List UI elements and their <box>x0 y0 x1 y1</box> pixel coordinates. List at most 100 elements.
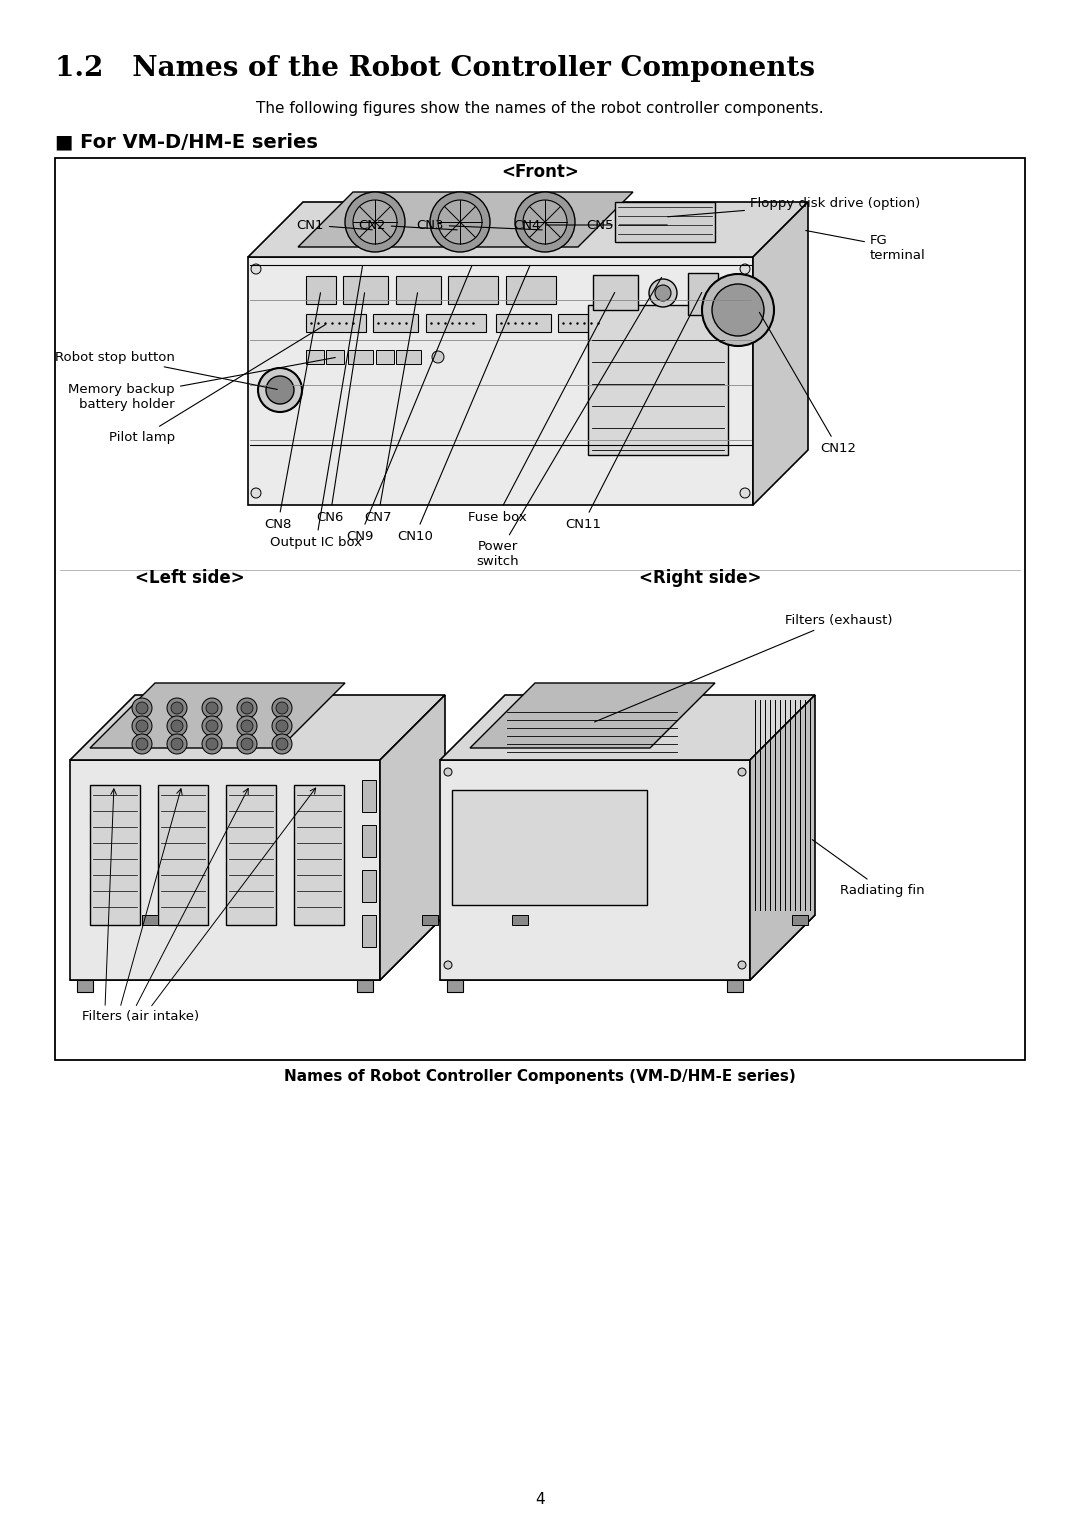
Circle shape <box>712 284 764 336</box>
Text: FG
terminal: FG terminal <box>806 231 926 261</box>
Bar <box>396 277 441 304</box>
Text: Filters (air intake): Filters (air intake) <box>82 1010 199 1024</box>
Polygon shape <box>750 695 815 979</box>
Bar <box>348 350 373 364</box>
Bar <box>357 979 373 992</box>
Circle shape <box>167 698 187 718</box>
Bar <box>343 277 388 304</box>
Text: Radiating fin: Radiating fin <box>812 839 924 897</box>
Bar <box>426 313 486 332</box>
Bar <box>90 785 140 924</box>
Circle shape <box>738 769 746 776</box>
Bar <box>588 306 728 455</box>
Circle shape <box>276 738 288 750</box>
Bar <box>306 350 324 364</box>
Circle shape <box>266 376 294 403</box>
Bar <box>306 277 336 304</box>
Circle shape <box>523 200 567 244</box>
Text: CN8: CN8 <box>265 293 321 530</box>
Text: Floppy disk drive (option): Floppy disk drive (option) <box>667 197 920 217</box>
Bar <box>615 202 715 241</box>
Text: CN4: CN4 <box>513 219 612 232</box>
Text: Fuse box: Fuse box <box>468 292 615 524</box>
Bar <box>376 350 394 364</box>
Text: Power
switch: Power switch <box>476 278 662 568</box>
Polygon shape <box>440 695 815 759</box>
Circle shape <box>430 193 490 252</box>
Circle shape <box>237 733 257 753</box>
Circle shape <box>241 701 253 714</box>
Text: CN2: CN2 <box>359 219 457 232</box>
Circle shape <box>272 698 292 718</box>
Text: ■ For VM-D/HM-E series: ■ For VM-D/HM-E series <box>55 133 318 151</box>
Circle shape <box>241 720 253 732</box>
Bar <box>727 979 743 992</box>
Circle shape <box>740 264 750 274</box>
Text: Filters (exhaust): Filters (exhaust) <box>595 614 892 721</box>
Circle shape <box>132 733 152 753</box>
Circle shape <box>171 701 183 714</box>
Bar <box>226 785 276 924</box>
Circle shape <box>202 733 222 753</box>
Circle shape <box>171 720 183 732</box>
Circle shape <box>136 701 148 714</box>
Circle shape <box>202 698 222 718</box>
Circle shape <box>251 487 261 498</box>
Circle shape <box>136 738 148 750</box>
Bar <box>512 915 528 924</box>
Circle shape <box>438 200 482 244</box>
Text: <Right side>: <Right side> <box>638 568 761 587</box>
Bar <box>396 350 421 364</box>
Polygon shape <box>298 193 633 248</box>
Text: CN5: CN5 <box>586 219 667 232</box>
Bar <box>326 350 345 364</box>
Polygon shape <box>380 695 445 979</box>
Bar <box>77 979 93 992</box>
Circle shape <box>206 701 218 714</box>
Circle shape <box>740 487 750 498</box>
Circle shape <box>444 961 453 969</box>
Circle shape <box>206 738 218 750</box>
Bar <box>447 979 463 992</box>
Text: Output IC box: Output IC box <box>270 266 363 549</box>
Bar <box>593 275 638 310</box>
Polygon shape <box>70 759 380 979</box>
Bar <box>688 274 718 315</box>
Bar <box>792 915 808 924</box>
Polygon shape <box>90 683 345 749</box>
Circle shape <box>272 733 292 753</box>
Text: CN10: CN10 <box>397 266 530 542</box>
Bar <box>507 277 556 304</box>
Text: Names of Robot Controller Components (VM-D/HM-E series): Names of Robot Controller Components (VM… <box>284 1070 796 1085</box>
Circle shape <box>237 717 257 736</box>
Circle shape <box>432 351 444 364</box>
Text: Pilot lamp: Pilot lamp <box>109 324 326 443</box>
Bar <box>362 779 376 811</box>
Polygon shape <box>70 915 445 979</box>
Circle shape <box>167 717 187 736</box>
Circle shape <box>515 193 575 252</box>
Bar <box>362 915 376 947</box>
Text: CN6: CN6 <box>316 293 365 524</box>
Bar <box>373 313 418 332</box>
Circle shape <box>276 701 288 714</box>
Circle shape <box>276 720 288 732</box>
Polygon shape <box>753 202 808 504</box>
Bar <box>55 157 1025 1060</box>
Bar <box>158 785 208 924</box>
Bar <box>422 915 438 924</box>
Text: CN11: CN11 <box>565 292 702 530</box>
Text: 1.2   Names of the Robot Controller Components: 1.2 Names of the Robot Controller Compon… <box>55 55 815 81</box>
Bar <box>362 869 376 902</box>
Circle shape <box>654 286 671 301</box>
Circle shape <box>353 200 397 244</box>
Bar <box>141 915 158 924</box>
Circle shape <box>237 698 257 718</box>
Bar <box>496 313 551 332</box>
Bar <box>306 313 366 332</box>
Polygon shape <box>470 683 715 749</box>
Circle shape <box>136 720 148 732</box>
Bar <box>294 785 345 924</box>
Circle shape <box>171 738 183 750</box>
Circle shape <box>258 368 302 413</box>
